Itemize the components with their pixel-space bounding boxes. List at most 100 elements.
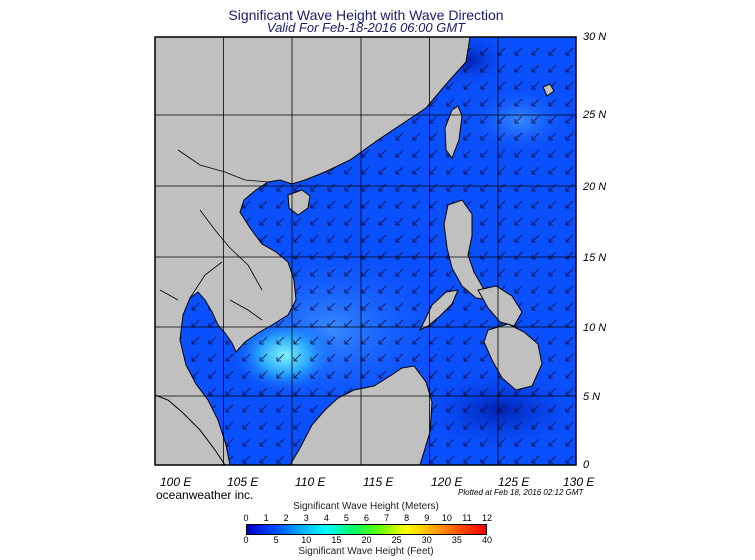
wave-arrow xyxy=(565,438,574,447)
wave-arrow xyxy=(514,115,523,124)
wave-arrow xyxy=(344,336,353,345)
wave-arrow xyxy=(327,387,336,396)
colorbar-feet-tick: 0 xyxy=(243,535,249,545)
wave-arrow xyxy=(565,115,574,124)
wave-arrow xyxy=(344,200,353,209)
wave-arrow xyxy=(531,387,540,396)
colorbar-feet-tick: 35 xyxy=(451,535,462,545)
wave-arrow xyxy=(446,336,455,345)
wave-arrow xyxy=(463,455,472,464)
wave-arrow xyxy=(412,166,421,175)
wave-arrow xyxy=(412,217,421,226)
colorbar-meters-tick: 9 xyxy=(424,513,430,523)
wave-arrow xyxy=(531,404,540,413)
colorbar-feet-tick: 30 xyxy=(421,535,432,545)
wave-arrow xyxy=(378,200,387,209)
wave-arrow xyxy=(548,404,557,413)
wave-arrow xyxy=(276,370,285,379)
wave-arrow xyxy=(565,268,574,277)
wave-arrow xyxy=(429,455,438,464)
wave-arrow xyxy=(429,200,438,209)
wave-arrow xyxy=(480,47,489,56)
colorbar-meters-tick: 11 xyxy=(462,513,472,523)
wave-arrow xyxy=(565,217,574,226)
wave-arrow xyxy=(208,387,217,396)
wave-arrow xyxy=(463,353,472,362)
country-borders xyxy=(159,149,269,321)
wave-arrow xyxy=(514,438,523,447)
wave-arrow xyxy=(395,217,404,226)
wave-field-east xyxy=(465,85,575,155)
lon-label-130e: 130 E xyxy=(563,475,595,489)
wave-arrow xyxy=(276,353,285,362)
wave-arrow xyxy=(480,455,489,464)
wave-arrow xyxy=(361,200,370,209)
colorbar-feet-tick: 10 xyxy=(301,535,312,545)
wave-arrow xyxy=(429,217,438,226)
wave-arrow xyxy=(208,353,217,362)
wave-arrow xyxy=(310,234,319,243)
wave-arrow xyxy=(378,234,387,243)
wave-arrow xyxy=(276,217,285,226)
wave-arrow xyxy=(548,115,557,124)
wave-arrow xyxy=(480,438,489,447)
wave-arrow xyxy=(565,302,574,311)
wave-arrow xyxy=(276,183,285,192)
wave-arrow xyxy=(565,336,574,345)
wave-arrow xyxy=(412,115,421,124)
wave-arrow xyxy=(429,115,438,124)
wave-arrow xyxy=(395,132,404,141)
wave-arrow xyxy=(242,438,251,447)
wave-arrow xyxy=(480,98,489,107)
wave-arrow xyxy=(327,302,336,311)
wave-arrow xyxy=(463,132,472,141)
wave-arrow xyxy=(378,302,387,311)
wave-arrow xyxy=(480,132,489,141)
wave-arrow xyxy=(310,370,319,379)
wave-arrow xyxy=(548,370,557,379)
wave-arrow xyxy=(480,64,489,73)
wave-arrow xyxy=(225,353,234,362)
map-area xyxy=(155,37,576,465)
land-taiwan xyxy=(444,105,463,160)
wave-arrow xyxy=(395,268,404,277)
lat-label-5n: 5 N xyxy=(583,391,601,403)
wave-arrow xyxy=(548,421,557,430)
wave-arrow xyxy=(446,438,455,447)
wave-arrow xyxy=(565,166,574,175)
wave-arrow xyxy=(514,404,523,413)
wave-arrow xyxy=(242,421,251,430)
wave-arrow xyxy=(412,285,421,294)
wave-height-map xyxy=(154,36,577,466)
wave-arrow xyxy=(531,200,540,209)
wave-arrow xyxy=(378,183,387,192)
wave-arrow xyxy=(514,132,523,141)
lon-label-110e: 110 E xyxy=(295,475,326,489)
wave-arrow xyxy=(259,370,268,379)
wave-arrow xyxy=(548,455,557,464)
lat-label-15n: 15 N xyxy=(583,252,607,264)
wave-arrow xyxy=(395,234,404,243)
wave-arrow xyxy=(463,149,472,158)
colorbar xyxy=(246,524,487,535)
wave-arrow xyxy=(480,421,489,430)
wave-arrow xyxy=(259,387,268,396)
wave-arrow xyxy=(514,64,523,73)
wave-arrow xyxy=(361,166,370,175)
wave-arrow xyxy=(378,353,387,362)
wave-arrow xyxy=(531,183,540,192)
wave-arrow xyxy=(514,234,523,243)
wave-arrow xyxy=(531,268,540,277)
wave-arrow xyxy=(191,336,200,345)
lon-label-115e: 115 E xyxy=(363,475,394,489)
wave-arrow xyxy=(191,353,200,362)
wave-arrow xyxy=(463,421,472,430)
wave-arrow xyxy=(293,438,302,447)
wave-arrow xyxy=(446,387,455,396)
colorbar-meters-tick: 8 xyxy=(404,513,410,523)
wave-arrow xyxy=(548,183,557,192)
wave-arrow xyxy=(293,336,302,345)
lat-lon-grid xyxy=(155,37,576,465)
wave-arrow xyxy=(548,387,557,396)
wave-arrow xyxy=(395,149,404,158)
